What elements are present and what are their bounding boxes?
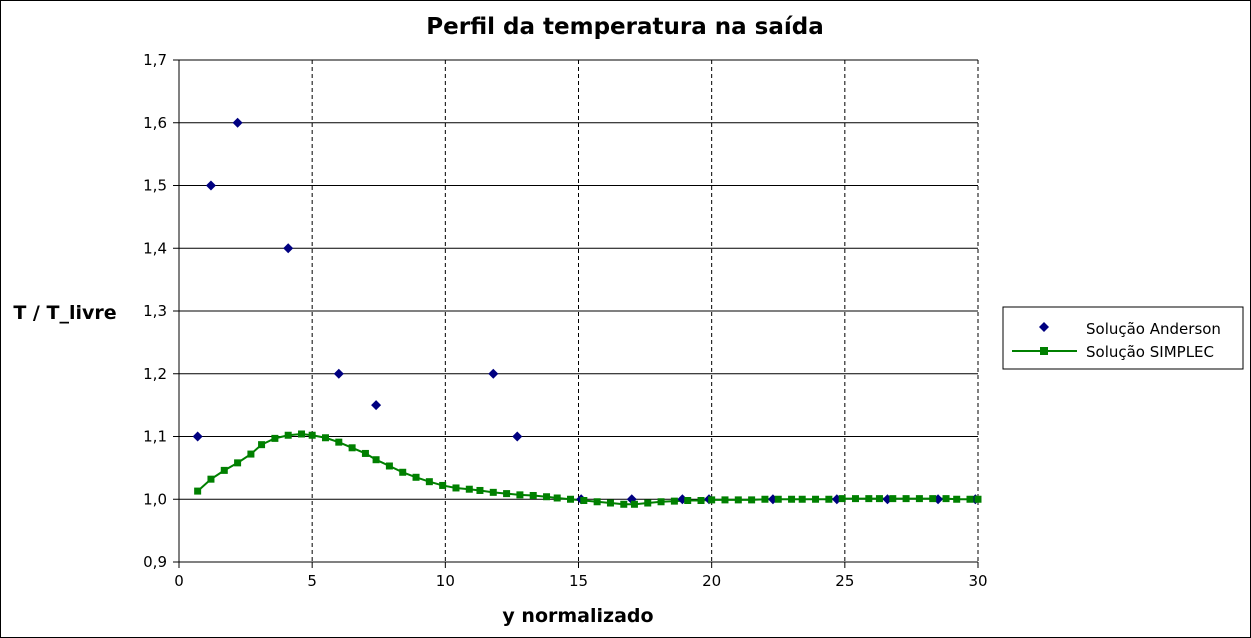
legend-label-anderson: Solução Anderson [1086,320,1221,338]
data-point-simplec [851,495,859,503]
data-point-simplec [929,495,937,503]
data-point-anderson [333,368,344,379]
data-point-simplec [889,495,897,503]
data-point-simplec [439,481,447,489]
data-point-simplec [247,450,255,458]
data-point-simplec [875,495,883,503]
data-point-simplec [657,498,665,506]
data-point-simplec [553,494,561,502]
data-point-simplec [774,495,782,503]
data-point-simplec [606,499,614,507]
data-point-simplec [489,488,497,496]
data-point-simplec [335,438,343,446]
data-point-simplec [399,468,407,476]
data-point-simplec [361,449,369,457]
x-tick-label: 0 [174,572,184,590]
legend-marker-simplec [1040,347,1048,355]
y-tick-label: 1,7 [143,51,167,69]
data-point-simplec [966,495,974,503]
y-tick-label: 1,6 [143,114,167,132]
data-point-simplec [385,462,393,470]
y-tick-label: 1,0 [143,490,167,508]
x-tick-label: 20 [702,572,721,590]
data-point-simplec [308,431,316,439]
data-point-simplec [734,496,742,504]
data-point-simplec [684,497,692,505]
axis-ticks: 0,9 1,0 1,1 1,2 1,3 1,4 1,5 1,6 1,7 0 5 10 15 20 25 30 [143,51,987,590]
data-point-simplec [234,459,242,467]
data-point-simplec [953,495,961,503]
data-point-simplec [697,497,705,505]
data-point-simplec [220,466,228,474]
y-tick-label: 1,2 [143,365,167,383]
data-point-simplec [825,495,833,503]
data-point-anderson [488,368,499,379]
data-point-simplec [194,487,202,495]
x-tick-label: 5 [307,572,317,590]
data-point-simplec [865,495,873,503]
data-point-simplec [838,495,846,503]
data-point-anderson [371,400,382,411]
data-point-simplec [348,444,356,452]
y-tick-label: 1,1 [143,428,167,446]
data-point-anderson [232,117,243,128]
data-point-anderson [205,180,216,191]
data-point-simplec [207,475,215,483]
data-point-simplec [465,485,473,493]
legend: Solução Anderson Solução SIMPLEC [1002,306,1244,370]
y-tick-label: 1,3 [143,302,167,320]
data-point-simplec [412,473,420,481]
data-point-simplec [721,496,729,504]
data-point-simplec [529,491,537,499]
data-point-simplec [321,434,329,442]
data-point-simplec [425,478,433,486]
data-point-simplec [503,490,511,498]
data-point-anderson [512,431,523,442]
data-point-simplec [516,491,524,499]
data-point-simplec [258,441,266,449]
data-point-simplec [593,498,601,506]
data-point-simplec [708,496,716,504]
data-point-simplec [748,496,756,504]
data-point-simplec [812,495,820,503]
x-tick-label: 25 [835,572,854,590]
legend-label-simplec: Solução SIMPLEC [1086,343,1214,361]
data-point-simplec [452,484,460,492]
data-point-simplec [644,499,652,507]
chart-title: Perfil da temperatura na saída [426,14,823,40]
data-point-simplec [372,456,380,464]
y-tick-label: 0,9 [143,553,167,571]
data-point-simplec [271,434,279,442]
y-axis-title: T / T_livre [13,302,116,324]
data-point-simplec [974,495,982,503]
legend-box [1002,306,1244,370]
x-tick-label: 30 [968,572,987,590]
data-point-anderson [192,431,203,442]
x-axis-title: y normalizado [502,605,653,627]
y-tick-label: 1,4 [143,239,167,257]
data-point-simplec [284,431,292,439]
data-point-simplec [476,486,484,494]
data-point-simplec [798,495,806,503]
y-tick-label: 1,5 [143,177,167,195]
x-tick-label: 15 [569,572,588,590]
data-point-simplec [942,495,950,503]
data-point-simplec [902,495,910,503]
data-point-simplec [298,430,306,438]
data-point-simplec [670,497,678,505]
data-point-simplec [620,500,628,508]
data-point-simplec [788,495,796,503]
data-point-simplec [915,495,923,503]
data-point-simplec [630,500,638,508]
data-point-simplec [761,495,769,503]
x-tick-label: 10 [436,572,455,590]
legend-marker-anderson [1039,322,1049,332]
data-point-simplec [580,497,588,505]
data-series [192,117,982,508]
data-point-anderson [283,243,294,254]
data-point-simplec [543,493,551,501]
data-point-simplec [567,495,575,503]
